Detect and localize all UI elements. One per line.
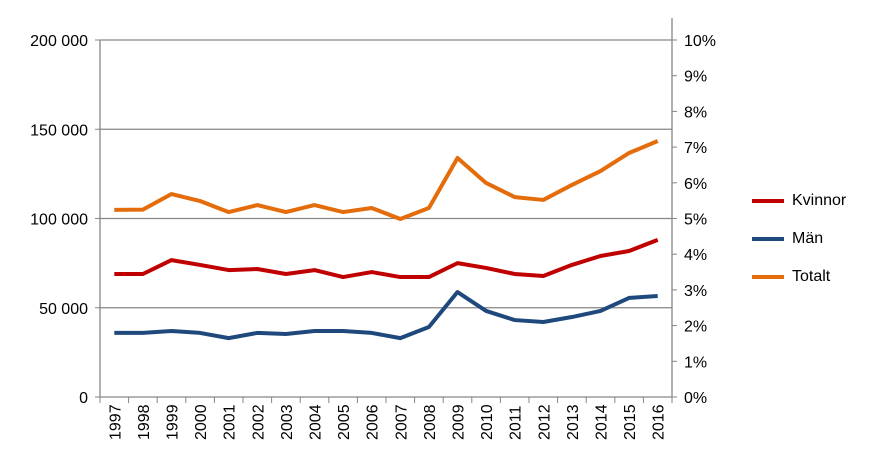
y2-tick-label: 9% [684,69,707,86]
legend-label: Män [792,230,823,248]
x-tick-label: 2016 [651,404,668,440]
y2-tick-label: 10% [684,33,716,50]
legend-swatch [752,199,784,203]
x-tick-label: 2007 [393,404,410,440]
x-tick-label: 2008 [422,404,439,440]
y-tick-label: 50 000 [39,301,88,318]
x-tick-label: 2003 [279,404,296,440]
x-tick-label: 1998 [136,404,153,440]
legend-label: Totalt [792,268,830,286]
y-tick-label: 150 000 [30,122,88,139]
legend: Kvinnor Män Totalt [752,182,846,296]
y2-tick-label: 2% [684,319,707,336]
x-tick-label: 2006 [365,404,382,440]
x-tick-label: 2013 [565,404,582,440]
y2-tick-label: 7% [684,140,707,157]
x-tick-label: 2000 [193,404,210,440]
legend-item: Totalt [752,258,846,296]
x-tick-label: 2004 [308,404,325,440]
y-tick-label: 0 [79,390,88,407]
x-tick-label: 2015 [622,404,639,440]
x-tick-label: 2014 [594,404,611,440]
x-tick-label: 1999 [165,404,182,440]
series-line-män [114,292,657,338]
y2-tick-label: 0% [684,390,707,407]
x-tick-label: 2009 [451,404,468,440]
y-tick-label: 200 000 [30,33,88,50]
series-line-kvinnor [114,240,657,277]
y2-tick-label: 5% [684,212,707,229]
y2-tick-label: 3% [684,283,707,300]
x-tick-label: 2010 [479,404,496,440]
y2-tick-label: 1% [684,354,707,371]
legend-item: Män [752,220,846,258]
y2-tick-label: 4% [684,247,707,264]
series-line-totalt [114,141,657,219]
x-tick-label: 1997 [107,404,124,440]
y-tick-label: 100 000 [30,212,88,229]
legend-item: Kvinnor [752,182,846,220]
x-tick-label: 2011 [508,405,525,440]
legend-swatch [752,237,784,241]
x-tick-label: 2012 [536,404,553,440]
legend-swatch [752,275,784,279]
x-tick-label: 2001 [222,404,239,440]
y2-tick-label: 8% [684,104,707,121]
y2-tick-label: 6% [684,176,707,193]
legend-label: Kvinnor [792,192,846,210]
x-tick-label: 2002 [250,404,267,440]
x-tick-label: 2005 [336,404,353,440]
